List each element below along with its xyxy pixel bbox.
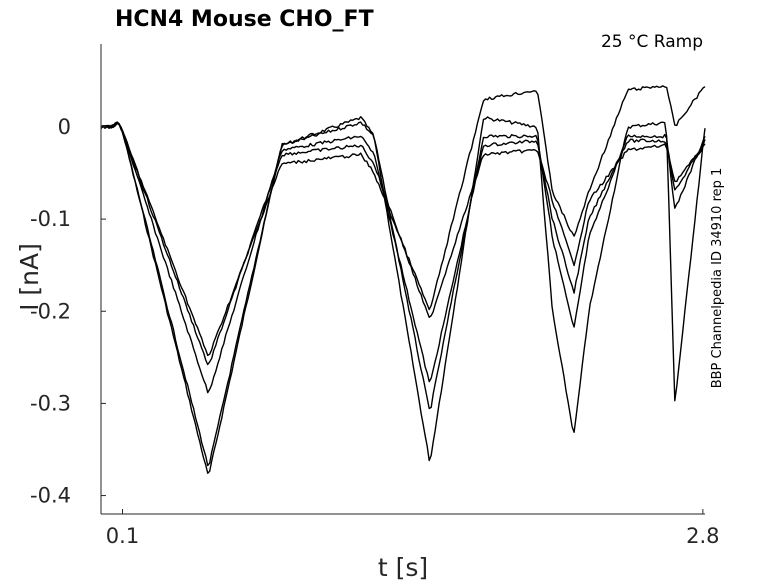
recording-id-label: BBP Channelpedia ID 34910 rep 1 (710, 168, 725, 389)
y-tick-label: -0.4 (30, 484, 71, 508)
current-trace-3 (100, 121, 706, 394)
x-ticks: 0.1 2.8 (106, 509, 720, 548)
y-tick-label: -0.3 (30, 391, 71, 415)
y-tick-label: -0.1 (30, 207, 71, 231)
x-axis-label: t [s] (378, 553, 428, 582)
trace-group (100, 85, 706, 474)
current-trace-2 (100, 121, 706, 467)
current-trace-5 (100, 85, 706, 357)
current-trace-1 (100, 116, 706, 474)
y-axis-label: I [nA] (15, 243, 44, 311)
y-ticks: 0 -0.1 -0.2 -0.3 -0.4 (30, 115, 106, 508)
x-tick-label: 0.1 (106, 524, 139, 548)
y-tick-label: -0.2 (30, 299, 71, 323)
chart-title: HCN4 Mouse CHO_FT (115, 7, 374, 32)
condition-label: 25 °C Ramp (601, 32, 703, 52)
x-tick-label: 2.8 (686, 524, 719, 548)
y-tick-label: 0 (58, 115, 71, 139)
current-trace-4 (100, 121, 706, 366)
